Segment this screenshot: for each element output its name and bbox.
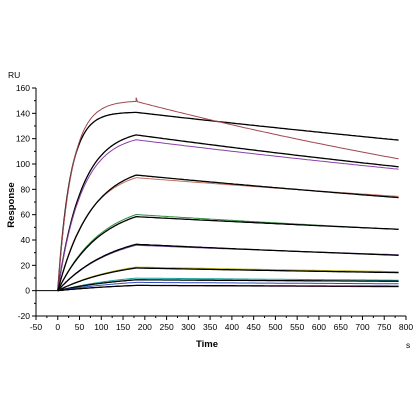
x-tick-label: 600 (312, 322, 326, 332)
x-tick-label: 150 (116, 322, 130, 332)
sensorgram-curve (57, 177, 399, 291)
y-tick-label: 40 (21, 235, 31, 245)
y-unit-label: RU (8, 70, 20, 80)
x-tick-label: 400 (225, 322, 239, 332)
fit-curve (57, 174, 399, 291)
x-tick-label: 350 (203, 322, 217, 332)
y-tick-label: 100 (16, 159, 30, 169)
fit-curve (57, 284, 399, 292)
x-unit-label: s (406, 340, 410, 350)
sensorgram-curve (57, 277, 399, 292)
y-tick-label: -20 (18, 311, 31, 321)
x-tick-label: 800 (399, 322, 413, 332)
x-tick-label: 700 (355, 322, 369, 332)
x-tick-label: 200 (138, 322, 152, 332)
y-tick-label: 60 (21, 210, 31, 220)
sensorgram-curve (57, 97, 399, 291)
y-tick-label: 20 (21, 260, 31, 270)
sensorgram-curve (57, 281, 399, 292)
x-tick-label: 100 (94, 322, 108, 332)
fit-curve (57, 216, 399, 291)
fit-curve (57, 279, 399, 292)
y-tick-label: 0 (25, 286, 30, 296)
x-tick-label: 450 (247, 322, 261, 332)
x-tick-label: -50 (30, 322, 43, 332)
x-tick-label: 750 (377, 322, 391, 332)
y-tick-label: 80 (21, 184, 31, 194)
fit-curve (57, 267, 399, 292)
x-tick-label: 500 (268, 322, 282, 332)
x-tick-label: 250 (159, 322, 173, 332)
sensorgram-curve (57, 139, 399, 291)
fit-curve (57, 134, 399, 291)
fit-curve (57, 111, 399, 291)
axes-layer: -20 0 20 40 60 80 100 120 140 160 -50 0 50 100 150 200 2… (16, 83, 414, 332)
y-tick-label: 160 (16, 83, 30, 93)
y-axis-title: Response (6, 182, 17, 227)
x-tick-label: 0 (55, 322, 60, 332)
x-tick-label: 50 (75, 322, 85, 332)
curves-layer (57, 97, 399, 292)
x-tick-label: 550 (290, 322, 304, 332)
x-tick-label: 300 (181, 322, 195, 332)
y-tick-label: 140 (16, 108, 30, 118)
fit-curve (57, 243, 399, 292)
x-axis-title: Time (196, 339, 218, 350)
y-tick-label: 120 (16, 134, 30, 144)
x-tick-label: 650 (334, 322, 348, 332)
